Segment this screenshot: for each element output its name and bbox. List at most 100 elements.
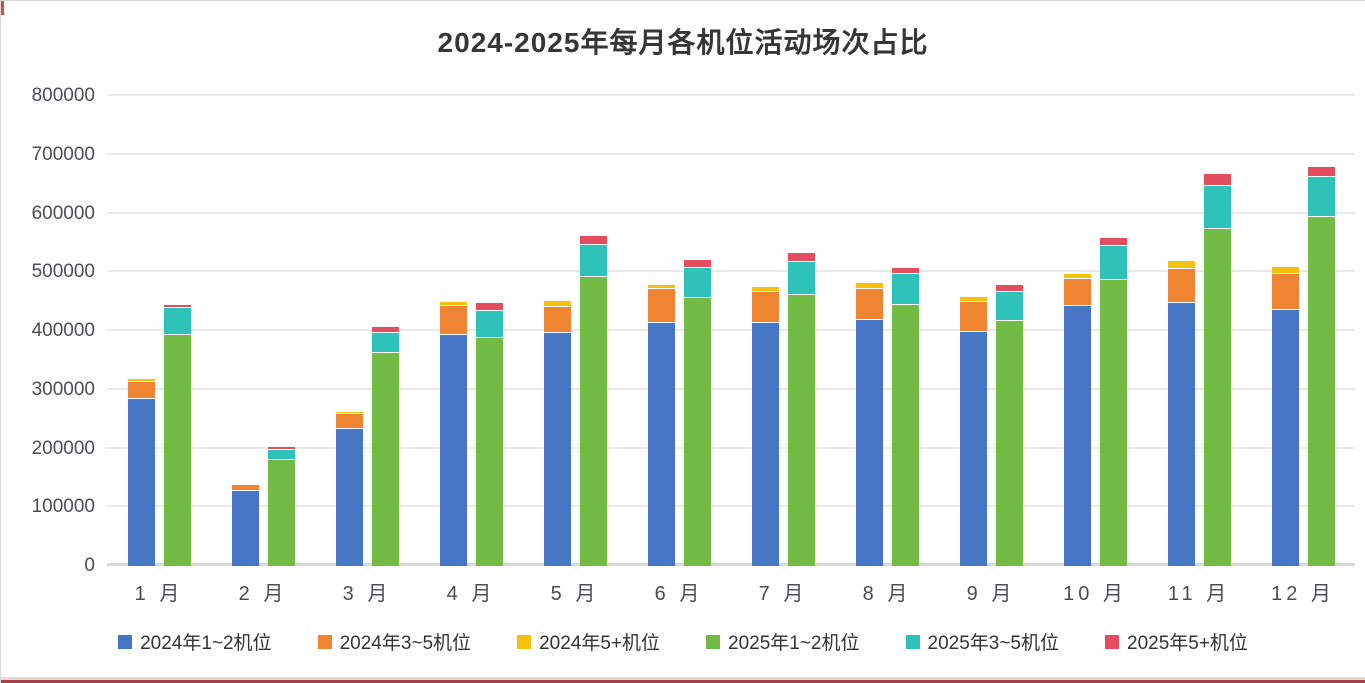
bar-segment [751,323,779,566]
gridline [107,211,1355,214]
bar-segment [787,295,815,566]
bar-segment [1167,260,1195,269]
y-tick-label: 500000 [31,261,95,283]
month-group [1147,96,1251,566]
stacked-bar-y2024 [751,286,779,566]
x-tick-label: 10 月 [1063,583,1127,605]
bar-segment [543,301,571,307]
x-tick-label: 6 月 [654,583,704,605]
y-tick-label: 800000 [31,85,95,106]
screen-edge-gray-line [1,677,1365,680]
bar-segment [1271,266,1299,275]
stacked-bar-y2025 [1307,167,1335,566]
bar-segment [751,291,779,324]
legend-item: 2025年1~2机位 [706,628,860,655]
bar-segment [475,311,503,339]
x-tick-label: 11 月 [1167,583,1231,605]
bar-segment [439,305,467,335]
x-tick-label: 12 月 [1271,583,1335,605]
bar-segment [1063,279,1091,307]
month-group [627,96,731,566]
bar-segment [127,379,155,383]
x-axis-baseline [107,563,1355,566]
bar-segment [371,332,399,353]
stacked-bar-y2025 [1099,238,1127,566]
legend-color-swatch [1105,634,1119,649]
bar-segment [1307,177,1335,218]
stacked-bar-y2024 [1167,260,1195,566]
month-group [835,96,939,566]
x-tick-label: 2 月 [238,583,288,605]
bar-segment [1307,167,1335,178]
stacked-bar-y2024 [855,283,883,566]
plot-area [107,94,1355,566]
bar-segment [647,322,675,566]
month-group [419,96,523,566]
stacked-bar-y2024 [127,379,155,566]
bar-segment [543,333,571,566]
bar-segment [647,285,675,290]
bar-segment [683,298,711,566]
bar-segment [543,306,571,334]
bar-segment [959,301,987,332]
bar-segment [127,398,155,566]
gridline [107,94,1355,96]
legend-label: 2024年5+机位 [539,633,660,654]
stacked-bar-y2025 [163,304,191,566]
bar-segment [371,352,399,566]
stacked-bar-y2024 [959,296,987,566]
stacked-bar-y2024 [335,412,363,566]
x-tick-label: 3 月 [342,583,392,605]
legend-color-swatch [706,634,720,649]
bar-segment [959,296,987,302]
bar-segment [1099,279,1127,566]
bar-segment [891,304,919,566]
legend-color-swatch [118,634,133,649]
bar-segment [267,460,295,566]
legend-item: 2025年3~5机位 [905,628,1060,655]
stacked-bar-y2024 [1063,274,1091,566]
y-tick-label: 0 [84,555,95,576]
legend-item: 2024年1~2机位 [118,628,272,655]
bar-segment [335,414,363,429]
bar-segment [787,252,815,262]
legend-label: 2025年3~5机位 [927,633,1060,654]
bar-segment [995,321,1023,566]
month-group [107,96,211,566]
bar-segment [127,382,155,399]
bar-segment [1063,306,1091,566]
bar-segment [231,490,259,566]
bar-segment [683,268,711,299]
screen-edge-red-line [1,680,1365,683]
bar-segment [579,276,607,566]
bar-segment [959,331,987,566]
x-tick-label: 8 月 [862,583,912,605]
stacked-bar-y2024 [647,285,675,566]
bar-segment [855,288,883,321]
legend: 2024年1~2机位 2024年3~5机位 2024年5+机位 2025年1~2机位 2… [1,628,1365,655]
x-tick-label: 4 月 [446,583,496,605]
bar-segment [163,307,191,336]
x-tick-label: 1 月 [134,583,184,605]
gridline [107,329,1355,331]
bar-segment [231,484,259,491]
x-tick-label: 7 月 [758,583,808,605]
legend-label: 2024年1~2机位 [140,633,272,654]
bar-segment [579,245,607,277]
legend-color-swatch [517,634,532,649]
bar-segment [335,428,363,566]
y-tick-label: 400000 [31,320,95,341]
bar-segment [475,303,503,312]
stacked-bar-y2024 [231,483,259,566]
stacked-bar-y2024 [439,301,467,566]
legend-item: 2024年5+机位 [517,628,660,655]
y-axis: 0 100000 200000 300000 400000 500000 600000 700… [1,85,97,576]
bar-segment [647,289,675,323]
month-group [1043,96,1147,566]
bar-segment [475,338,503,566]
stacked-bar-y2025 [1203,174,1231,566]
screen-edge-red-artifact [1,1,4,15]
legend-item: 2024年3~5机位 [317,628,471,655]
y-tick-label: 200000 [31,437,95,459]
month-group [731,96,835,566]
